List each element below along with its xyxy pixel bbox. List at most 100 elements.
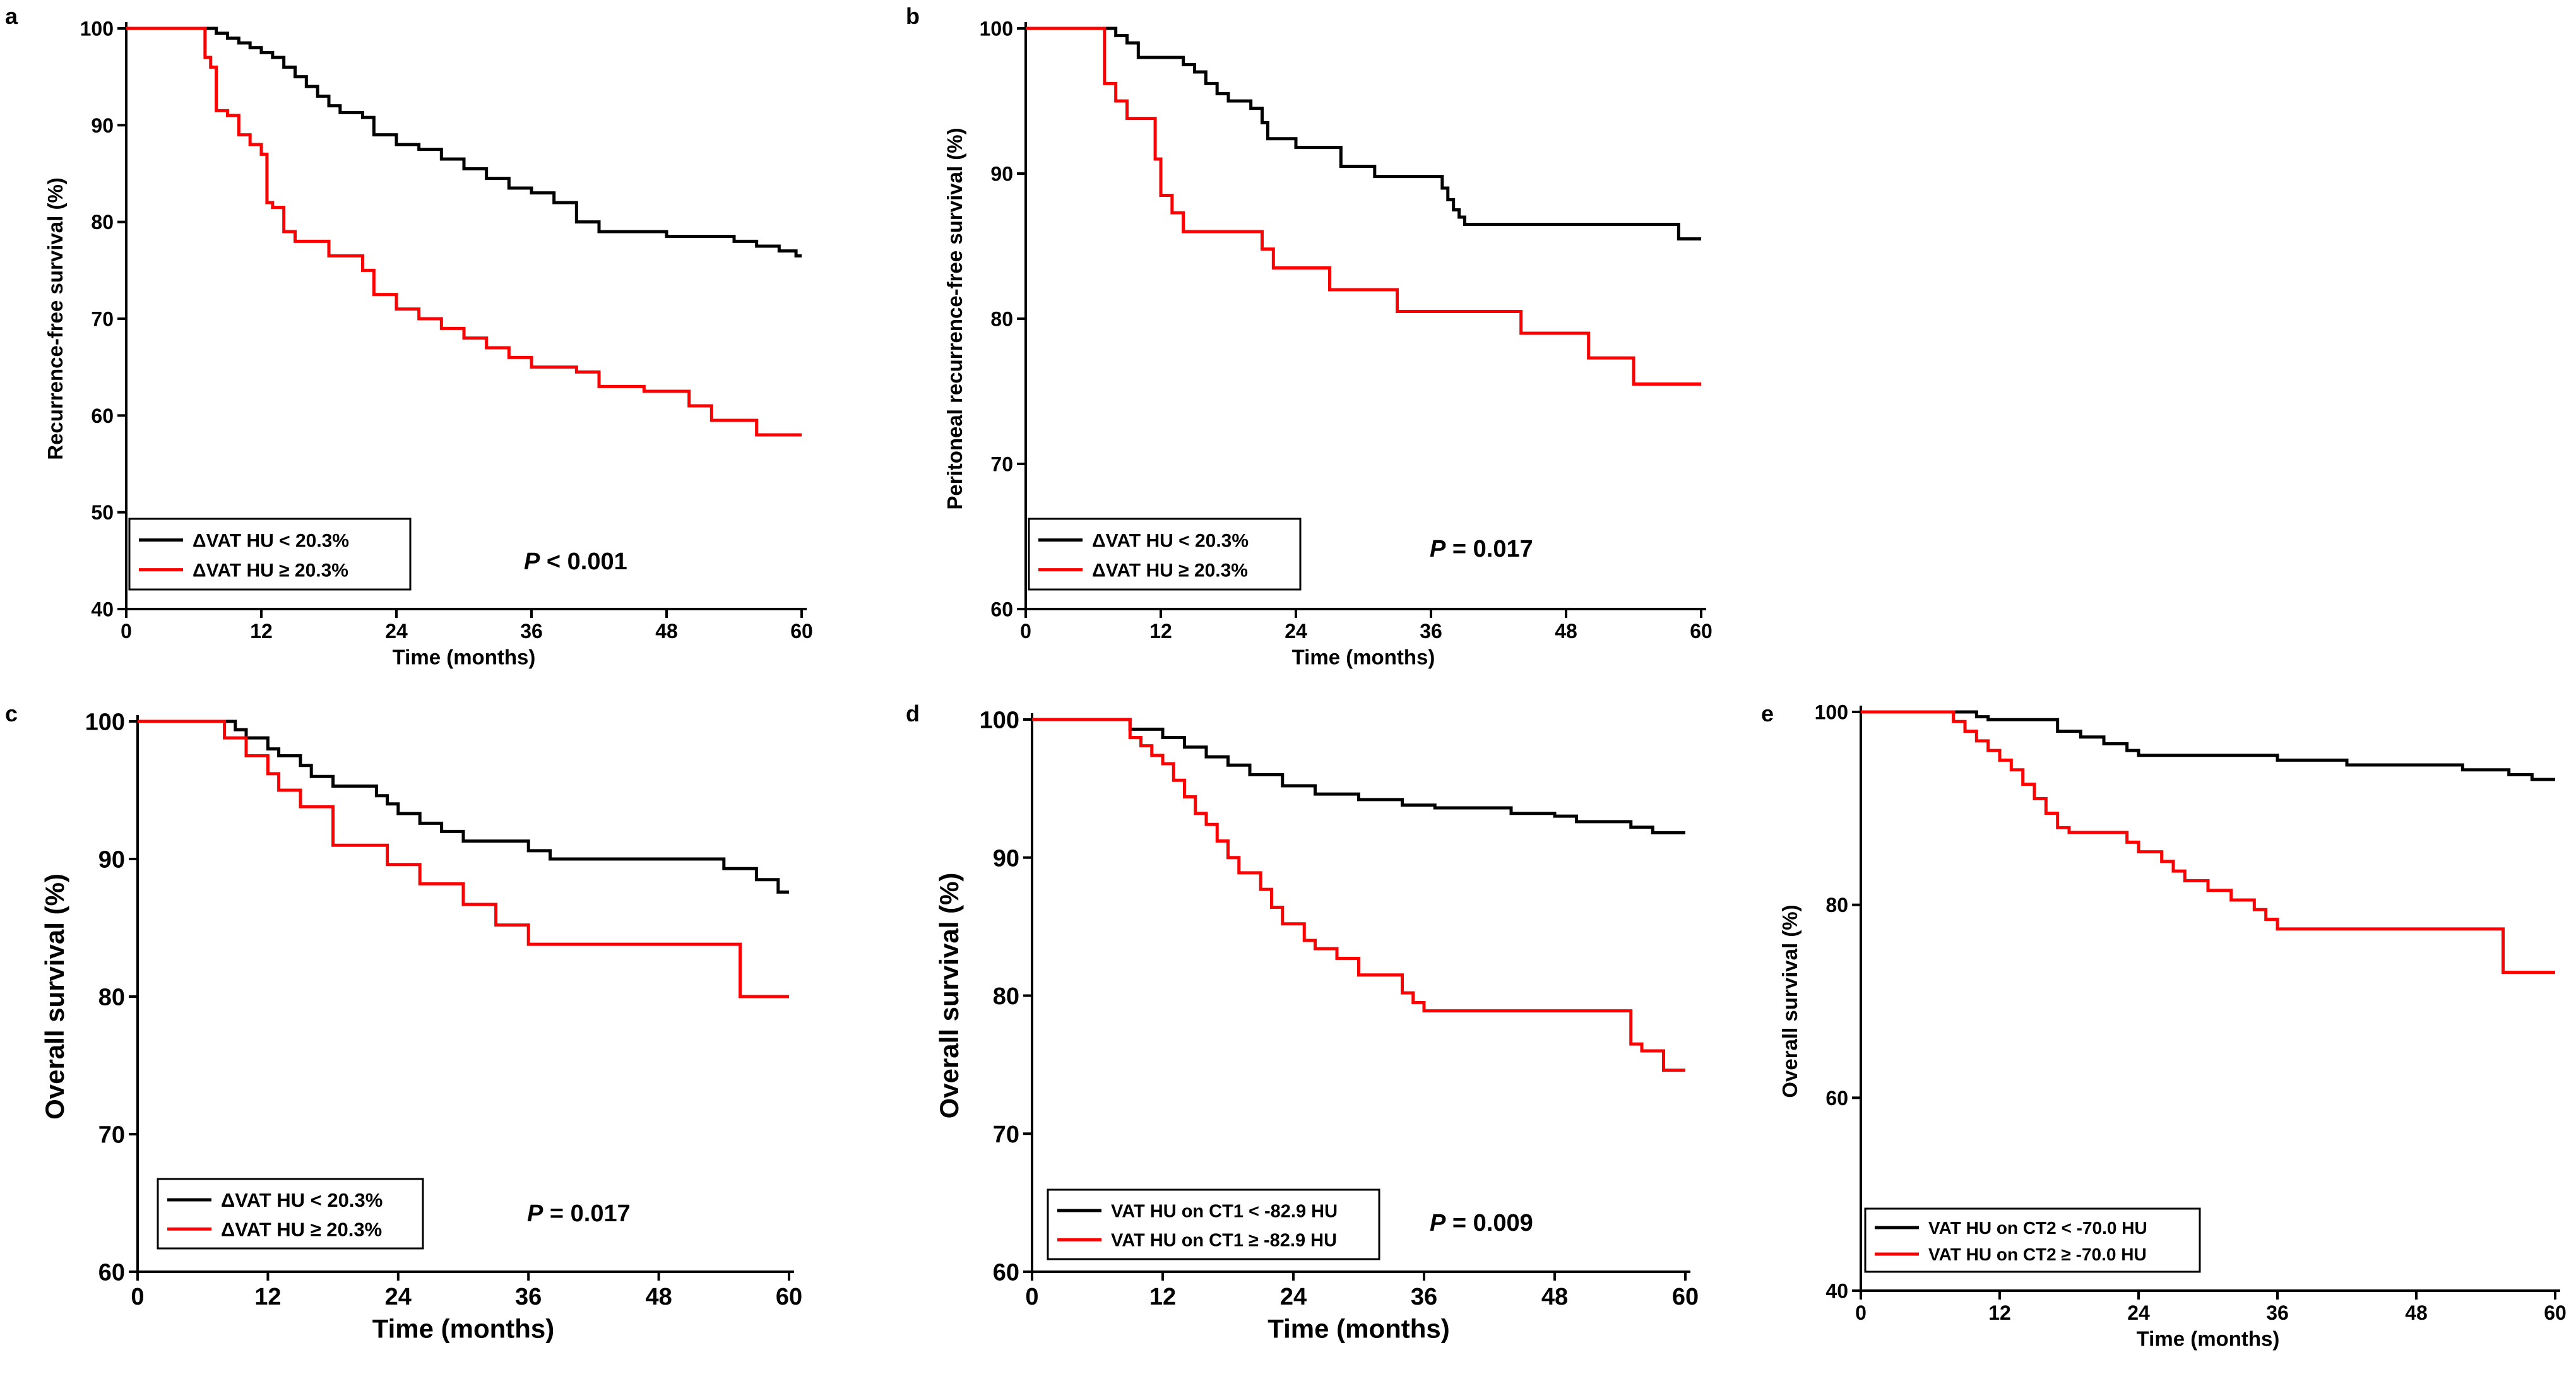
panel-a-y-tick-label-60: 60: [91, 405, 114, 427]
panel-c-y-tick-label-70: 70: [98, 1122, 125, 1149]
panel-a-p-value: P < 0.001: [524, 548, 627, 575]
panel-d-y-tick-label-70: 70: [993, 1122, 1019, 1148]
panel-b-series-low-curve: [1026, 27, 1701, 240]
panel-e-legend-label-low: VAT HU on CT2 < -70.0 HU: [1928, 1218, 2147, 1238]
panel-d-x-tick-label-60: 60: [1672, 1284, 1699, 1310]
panel-a: a 40 50 60 70 80 90 100 0 12 24 36 48 60 ΔVAT HU < 2…: [5, 3, 813, 669]
panel-b: b 60 70 80 90 100 0 12 24 36 48 60 ΔVAT HU < 20.3%…: [906, 3, 1712, 669]
panel-e-legend-box: [1864, 1207, 2201, 1273]
panel-e-x-tick-label-0: 0: [1855, 1301, 1867, 1324]
panel-a-x-axis-title: Time (months): [393, 646, 536, 669]
panel-b-y-tick-label-80: 80: [990, 308, 1013, 331]
panel-e-x-tick-label-24: 24: [2127, 1301, 2150, 1324]
panel-a-x-tick-label-12: 12: [250, 620, 273, 643]
panel-d-p-value: P = 0.009: [1430, 1210, 1533, 1236]
panel-e-y-tick-label-100: 100: [1815, 701, 1848, 724]
panel-b-letter: b: [906, 3, 920, 29]
panel-c-x-tick-label-24: 24: [385, 1284, 412, 1310]
panel-a-y-tick-label-40: 40: [91, 598, 114, 621]
panel-d-y-tick-label-60: 60: [993, 1260, 1019, 1286]
panel-e: e 40 60 80 100 0 12 24 36 48 60 VAT HU on CT2 < -…: [1761, 701, 2567, 1351]
panel-e-y-tick-label-80: 80: [1825, 894, 1848, 916]
panel-a-x-tick-label-36: 36: [520, 620, 543, 643]
panel-c-legend-label-high: ΔVAT HU ≥ 20.3%: [221, 1218, 382, 1240]
panel-d-y-axis-title: Overall survival (%): [934, 873, 964, 1119]
panel-d-y-tick-label-90: 90: [993, 845, 1019, 872]
panel-a-y-tick-label-80: 80: [91, 211, 114, 234]
panel-a-x-tick-label-60: 60: [790, 620, 813, 643]
panel-b-x-axis-title: Time (months): [1292, 646, 1435, 669]
panel-a-series-high-curve: [126, 27, 802, 437]
panel-d-x-tick-label-24: 24: [1280, 1284, 1307, 1310]
panel-e-letter: e: [1761, 701, 1774, 726]
panel-b-y-tick-label-90: 90: [990, 163, 1013, 186]
panel-e-x-axis-title: Time (months): [2137, 1327, 2280, 1351]
panel-c-legend-label-low: ΔVAT HU < 20.3%: [221, 1189, 383, 1211]
panel-d-x-tick-label-0: 0: [1025, 1284, 1038, 1310]
panel-b-x-tick-label-0: 0: [1020, 620, 1031, 643]
panel-e-x-tick-label-12: 12: [1988, 1301, 2011, 1324]
panel-c-legend-box: [157, 1178, 424, 1250]
panel-b-legend-label-high: ΔVAT HU ≥ 20.3%: [1092, 560, 1248, 581]
panel-a-y-tick-label-50: 50: [91, 501, 114, 524]
panel-d-series-high-curve: [1032, 718, 1685, 1072]
panel-d-legend-label-low: VAT HU on CT1 < -82.9 HU: [1111, 1201, 1338, 1221]
panel-b-legend-label-low: ΔVAT HU < 20.3%: [1092, 530, 1249, 551]
panel-e-x-tick-label-36: 36: [2266, 1301, 2289, 1324]
panel-e-series-high-curve: [1861, 710, 2555, 974]
panel-b-x-tick-label-60: 60: [1690, 620, 1712, 643]
panel-a-letter: a: [5, 3, 18, 29]
panel-b-x-tick-label-24: 24: [1285, 620, 1307, 643]
panel-b-series-high-curve: [1026, 27, 1701, 386]
panel-a-legend-label-low: ΔVAT HU < 20.3%: [193, 530, 349, 551]
panel-c-x-tick-label-60: 60: [776, 1284, 802, 1310]
panel-c-y-tick-label-80: 80: [98, 985, 125, 1011]
panel-b-x-tick-label-12: 12: [1149, 620, 1172, 643]
panel-b-x-tick-label-48: 48: [1555, 620, 1577, 643]
panel-b-p-value: P = 0.017: [1430, 536, 1533, 562]
panel-d-letter: d: [906, 701, 920, 726]
panel-c-x-tick-label-12: 12: [254, 1284, 281, 1310]
panel-d-y-tick-label-80: 80: [993, 983, 1019, 1010]
panel-a-y-axis-title: Recurrence-free survival (%): [44, 177, 67, 460]
panel-e-legend-label-high: VAT HU on CT2 ≥ -70.0 HU: [1928, 1245, 2147, 1264]
panel-c-x-tick-label-0: 0: [131, 1284, 144, 1310]
panel-a-series-low-curve: [126, 27, 802, 258]
panel-c-y-axis-title: Overall survival (%): [40, 874, 69, 1120]
panel-d-legend-label-high: VAT HU on CT1 ≥ -82.9 HU: [1111, 1231, 1337, 1251]
panel-d-x-tick-label-48: 48: [1541, 1284, 1568, 1310]
panel-c-p-value: P = 0.017: [527, 1200, 631, 1227]
panel-c-letter: c: [5, 701, 18, 726]
panel-d-x-tick-label-12: 12: [1149, 1284, 1176, 1310]
panel-e-series-low-curve: [1861, 710, 2555, 781]
panel-a-y-tick-label-100: 100: [80, 18, 114, 40]
panel-e-y-tick-label-40: 40: [1825, 1280, 1848, 1303]
panel-b-y-tick-label-100: 100: [980, 18, 1013, 40]
panel-a-x-tick-label-48: 48: [655, 620, 678, 643]
panel-d-y-tick-label-100: 100: [980, 708, 1019, 734]
panel-a-x-tick-label-0: 0: [121, 620, 132, 643]
panel-c-y-tick-label-100: 100: [85, 709, 125, 736]
panel-a-y-tick-label-70: 70: [91, 308, 114, 331]
panel-e-y-tick-label-60: 60: [1825, 1087, 1848, 1110]
panel-d-series-low-curve: [1032, 718, 1685, 834]
panel-c-x-axis-title: Time (months): [372, 1313, 555, 1343]
panel-b-legend-box: [1028, 518, 1302, 591]
panel-c: c 60 70 80 90 100 0 12 24 36 48 60 ΔVAT HU < 20.3%…: [5, 701, 802, 1343]
panel-a-y-tick-label-90: 90: [91, 114, 114, 137]
panel-c-y-tick-label-60: 60: [98, 1260, 125, 1286]
panel-c-series-high-curve: [138, 720, 789, 998]
panel-a-legend-label-high: ΔVAT HU ≥ 20.3%: [193, 560, 348, 581]
panel-d-x-tick-label-36: 36: [1411, 1284, 1437, 1310]
panel-b-y-tick-label-70: 70: [990, 453, 1013, 476]
panel-d-x-axis-title: Time (months): [1267, 1313, 1450, 1343]
panel-b-x-tick-label-36: 36: [1420, 620, 1442, 643]
panel-e-y-axis-title: Overall survival (%): [1778, 904, 1801, 1098]
panel-a-x-tick-label-24: 24: [385, 620, 408, 643]
panel-e-x-tick-label-48: 48: [2405, 1301, 2428, 1324]
panel-d: d 60 70 80 90 100 0 12 24 36 48 60 VAT HU on CT1 <…: [906, 701, 1699, 1343]
panel-c-x-tick-label-48: 48: [645, 1284, 672, 1310]
panel-b-y-tick-label-60: 60: [990, 598, 1013, 621]
panel-c-series-low-curve: [138, 720, 789, 894]
